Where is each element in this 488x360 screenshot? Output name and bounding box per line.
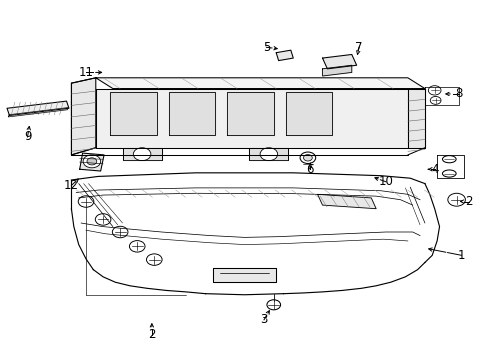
Circle shape [447,193,465,206]
Polygon shape [122,148,161,160]
Text: 2: 2 [464,195,471,208]
Polygon shape [285,92,331,135]
Circle shape [303,154,312,161]
Circle shape [266,300,280,310]
Ellipse shape [442,170,455,177]
Polygon shape [317,194,375,209]
Ellipse shape [442,156,455,163]
Circle shape [133,148,151,161]
Polygon shape [407,89,424,148]
Polygon shape [110,92,157,135]
Circle shape [427,86,440,95]
Text: 2: 2 [148,328,155,341]
Circle shape [300,152,315,163]
Circle shape [112,226,128,238]
Polygon shape [168,92,215,135]
Text: 12: 12 [64,179,79,192]
Polygon shape [96,78,424,89]
Circle shape [260,148,277,161]
Text: 5: 5 [262,41,269,54]
Text: 1: 1 [457,249,464,262]
Polygon shape [80,153,104,171]
Circle shape [429,96,440,104]
Polygon shape [96,89,407,148]
Polygon shape [71,78,96,155]
Circle shape [146,254,162,265]
Circle shape [87,158,97,165]
Polygon shape [322,54,356,69]
Polygon shape [322,65,351,76]
Polygon shape [276,50,293,60]
Text: 4: 4 [430,163,438,176]
Circle shape [78,196,94,207]
Text: 8: 8 [454,87,462,100]
Polygon shape [7,101,69,116]
Text: 7: 7 [355,41,362,54]
Polygon shape [212,268,276,282]
Polygon shape [8,108,68,117]
Text: 11: 11 [79,66,93,79]
Polygon shape [249,148,288,160]
Text: 6: 6 [306,163,313,176]
Text: 10: 10 [378,175,392,188]
Text: 9: 9 [24,130,31,144]
Circle shape [83,155,101,168]
Text: 3: 3 [260,313,267,327]
Polygon shape [227,92,273,135]
Circle shape [129,240,145,252]
Circle shape [95,214,111,225]
